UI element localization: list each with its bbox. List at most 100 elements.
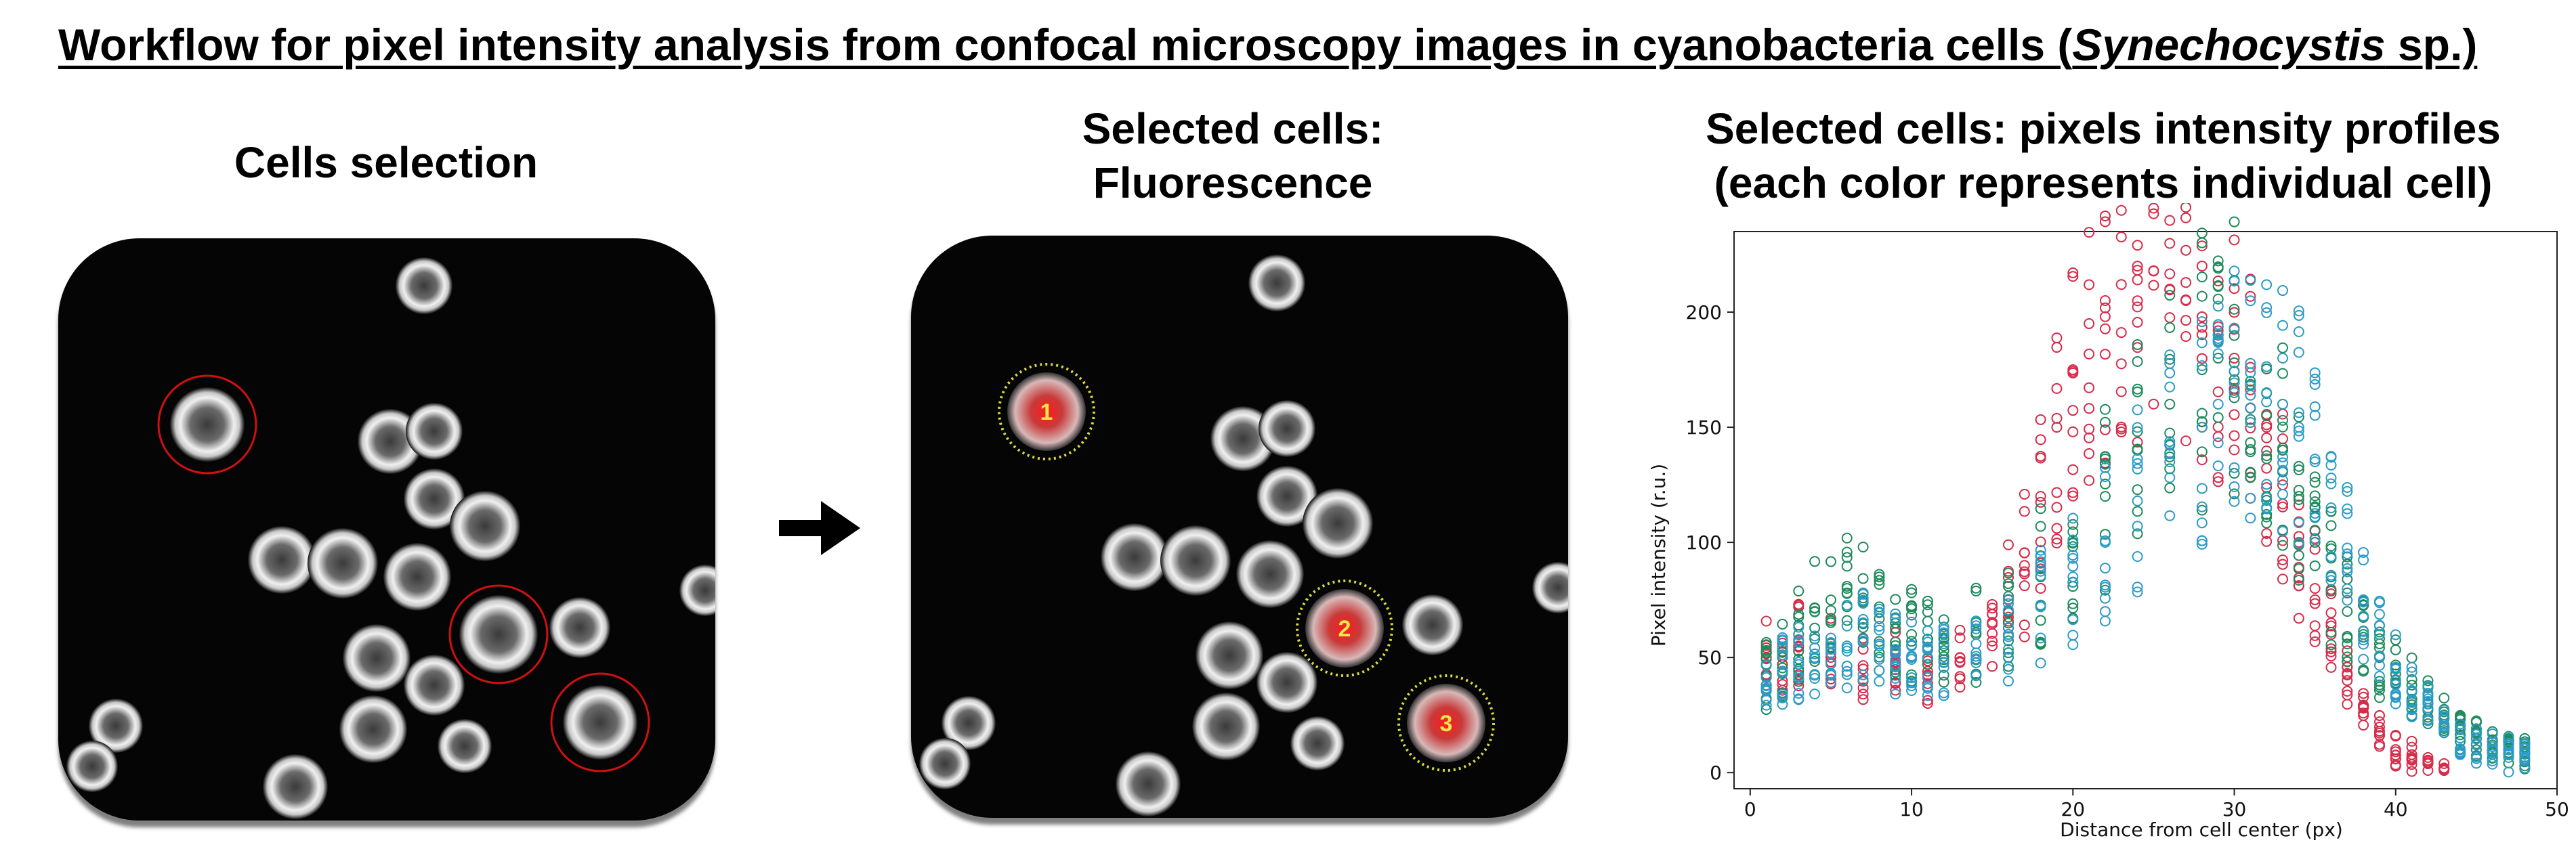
data-point (2342, 503, 2353, 515)
data-point (2003, 635, 2014, 647)
data-point (1777, 646, 1788, 657)
data-point (2132, 301, 2143, 313)
annotated-cell-1: 1 (998, 363, 1095, 460)
data-point (1906, 651, 1918, 662)
data-point (2099, 563, 2111, 574)
data-point (2099, 424, 2111, 435)
data-point (2164, 451, 2176, 462)
data-point (2245, 357, 2256, 369)
data-point (2035, 565, 2046, 577)
data-point (1777, 699, 1788, 710)
data-point (2245, 376, 2256, 387)
data-point (1890, 661, 1901, 673)
data-point (1760, 685, 1772, 697)
data-point (2358, 611, 2369, 622)
data-point (2438, 693, 2450, 704)
data-point (1777, 689, 1788, 700)
data-point (2229, 283, 2240, 294)
data-point (2067, 271, 2079, 282)
data-point (2358, 596, 2369, 608)
data-point (2132, 422, 2143, 433)
cell (406, 403, 463, 460)
data-point (2309, 477, 2321, 488)
data-point (2051, 523, 2063, 534)
data-point (2293, 517, 2304, 529)
data-point (2003, 652, 2014, 663)
data-point (1938, 638, 1949, 649)
data-point (1809, 655, 1821, 667)
cell (1290, 716, 1345, 770)
data-point (2132, 528, 2143, 540)
data-point (2212, 437, 2224, 449)
data-point (1809, 603, 1821, 614)
data-point (2180, 277, 2192, 288)
data-point (1777, 618, 1788, 630)
data-point (2455, 722, 2466, 734)
data-point (2245, 417, 2256, 429)
data-point (2132, 426, 2143, 437)
data-point (2084, 227, 2095, 238)
data-point (1874, 579, 1885, 590)
data-point (1890, 644, 1901, 655)
data-point (2164, 268, 2176, 280)
data-point (2051, 538, 2063, 549)
data-point (2115, 327, 2127, 339)
data-point (2309, 537, 2321, 548)
data-point (2261, 492, 2273, 503)
cell (450, 491, 520, 561)
cells-selection-svg (66, 257, 715, 819)
cell (1192, 693, 1260, 760)
cell (1259, 400, 1315, 457)
data-point (2438, 727, 2450, 739)
data-point (2293, 491, 2304, 502)
data-point (2115, 427, 2127, 438)
data-point (2019, 580, 2030, 592)
data-point (2132, 386, 2143, 397)
data-point (2115, 421, 2127, 433)
data-point (1938, 651, 1949, 662)
data-point (2245, 446, 2256, 458)
data-point (2229, 392, 2240, 403)
y-tick-label: 0 (1710, 762, 1722, 784)
data-point (1906, 672, 1918, 683)
data-point (2245, 493, 2256, 504)
data-point (2293, 485, 2304, 496)
data-point (2099, 416, 2111, 428)
data-point (2067, 512, 2079, 524)
data-point (2261, 432, 2273, 443)
data-point (2099, 295, 2111, 307)
data-point (2196, 446, 2208, 458)
data-point (2309, 401, 2321, 412)
data-point (2325, 588, 2337, 600)
data-point (2342, 699, 2353, 710)
data-point (1890, 654, 1901, 665)
data-point (2245, 437, 2256, 448)
data-point (2309, 620, 2321, 632)
data-point (1890, 594, 1901, 605)
data-point (2148, 203, 2159, 214)
data-point (1841, 620, 1853, 632)
data-point (2212, 293, 2224, 305)
data-point (2229, 303, 2240, 315)
data-point (2132, 463, 2143, 475)
data-point (2196, 329, 2208, 341)
data-point (1890, 678, 1901, 689)
data-point (2422, 758, 2434, 770)
data-point (1922, 682, 1933, 694)
data-point (2358, 632, 2369, 643)
data-point (2390, 760, 2401, 772)
data-point (1938, 624, 1949, 635)
data-point (2325, 661, 2337, 673)
data-point (2519, 762, 2531, 774)
data-point (2229, 377, 2240, 389)
data-point (2164, 357, 2176, 369)
highlighted-cell (1007, 372, 1086, 451)
data-point (2084, 403, 2095, 414)
data-point (2309, 367, 2321, 378)
data-point (2342, 655, 2353, 667)
data-point (1954, 681, 1966, 693)
data-point (2373, 730, 2385, 741)
data-point (2035, 570, 2046, 582)
data-point (2342, 587, 2353, 598)
data-point (2003, 594, 2014, 605)
